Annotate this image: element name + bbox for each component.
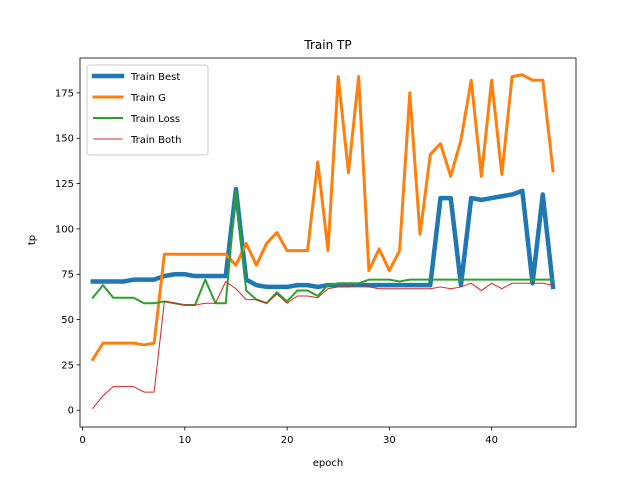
x-tick-label: 20 <box>281 435 294 446</box>
axes-frame <box>79 57 577 428</box>
axes: 0 10 20 30 40 0 25 50 75 100 125 150 175 <box>55 57 577 446</box>
plot-area <box>90 73 556 410</box>
series-line-train-both <box>92 280 554 410</box>
x-tick-label: 40 <box>485 435 498 446</box>
y-tick-label: 25 <box>61 360 74 371</box>
x-tick-label: 30 <box>383 435 396 446</box>
legend: Train Best Train G Train Loss Train Both <box>86 64 209 156</box>
legend-label: Train Both <box>130 135 181 146</box>
y-tick-label: 0 <box>68 406 74 417</box>
legend-label: Train Best <box>130 72 180 83</box>
series-line-train-g <box>90 73 555 362</box>
legend-label: Train Loss <box>130 114 180 125</box>
series-line-train-best <box>90 186 556 290</box>
x-tick-label: 0 <box>79 435 85 446</box>
y-tick-label: 50 <box>61 315 74 326</box>
y-axis-label: tp <box>27 235 38 245</box>
legend-label: Train G <box>130 93 166 104</box>
y-tick-label: 175 <box>55 88 74 99</box>
chart-title: Train TP <box>303 38 351 52</box>
legend-box <box>86 64 209 156</box>
x-axis-label: epoch <box>313 458 343 469</box>
y-tick-label: 150 <box>55 134 74 145</box>
y-tick-label: 100 <box>55 224 74 235</box>
y-tick-label: 125 <box>55 179 74 190</box>
x-tick-label: 10 <box>178 435 191 446</box>
y-tick-label: 75 <box>61 270 74 281</box>
